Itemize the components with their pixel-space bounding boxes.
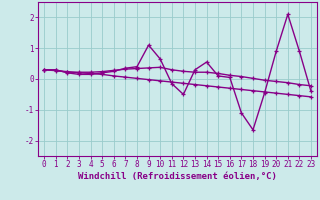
X-axis label: Windchill (Refroidissement éolien,°C): Windchill (Refroidissement éolien,°C) — [78, 172, 277, 181]
